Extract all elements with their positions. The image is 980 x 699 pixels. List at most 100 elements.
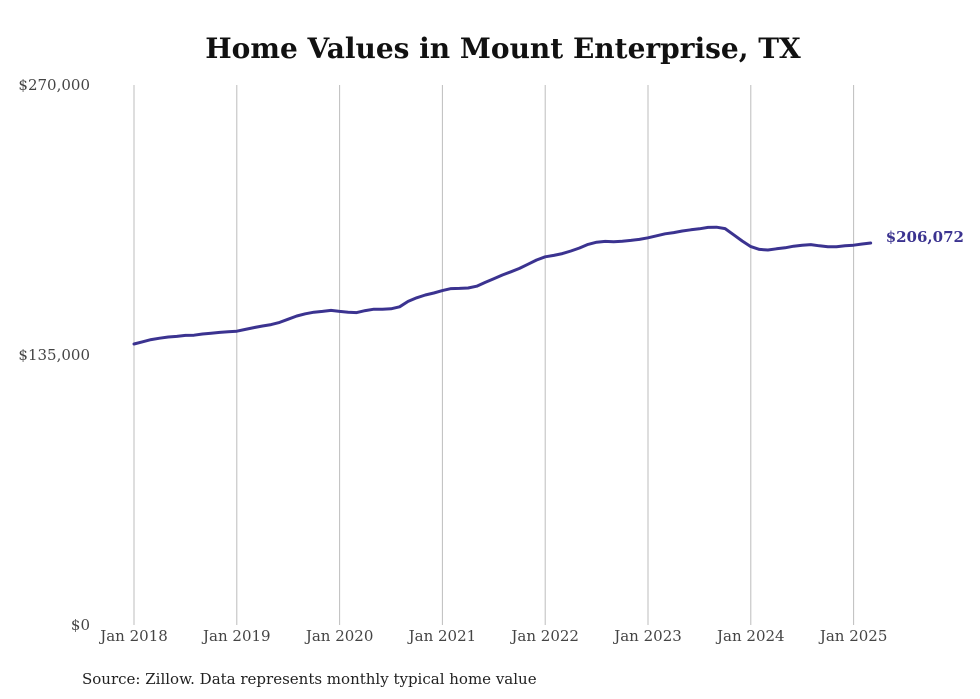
data-point [322, 310, 323, 312]
data-point [647, 237, 649, 239]
y-tick-label: $270,000 [18, 76, 90, 94]
data-point [784, 247, 786, 249]
data-point [133, 343, 135, 345]
y-tick-label: $135,000 [18, 346, 90, 364]
data-point [733, 234, 735, 236]
data-point [801, 244, 803, 246]
data-point [364, 310, 366, 312]
data-point [767, 249, 769, 251]
data-point [750, 246, 752, 248]
data-point [741, 240, 743, 242]
data-point [579, 247, 580, 249]
data-point [519, 267, 520, 269]
data-point [501, 274, 503, 276]
data-point [776, 248, 777, 250]
data-point [707, 226, 709, 228]
data-point [219, 331, 221, 333]
data-point [467, 287, 469, 289]
data-point [561, 253, 563, 255]
data-point [399, 306, 401, 308]
x-tick-label: Jan 2019 [201, 627, 271, 645]
gridlines [133, 85, 855, 625]
data-point [656, 235, 658, 237]
data-point [673, 232, 675, 234]
data-point [416, 297, 418, 299]
data-point [870, 242, 872, 244]
data-point [407, 300, 409, 302]
data-point [724, 228, 726, 230]
data-point [441, 290, 443, 292]
x-tick-label: Jan 2024 [715, 627, 785, 645]
data-point [381, 308, 383, 310]
data-point [810, 244, 812, 246]
data-point [356, 312, 358, 314]
data-point [604, 240, 606, 242]
source-note: Source: Zillow. Data represents monthly … [82, 670, 537, 688]
data-point [210, 332, 212, 334]
data-point [150, 339, 152, 341]
data-point [236, 330, 238, 332]
data-point [184, 334, 186, 336]
data-point [844, 245, 846, 247]
data-point [202, 333, 203, 335]
data-point [793, 245, 795, 247]
data-point [681, 230, 683, 232]
y-tick-label: $0 [71, 616, 90, 634]
data-point [596, 241, 598, 243]
data-point [347, 311, 349, 313]
data-point [313, 311, 315, 313]
x-tick-label: Jan 2022 [509, 627, 579, 645]
data-point [853, 244, 855, 246]
data-point [330, 309, 332, 311]
data-point [450, 288, 452, 290]
x-tick-label: Jan 2023 [612, 627, 682, 645]
series-line [132, 225, 873, 346]
data-point [459, 287, 460, 289]
data-point [827, 246, 829, 248]
data-point [570, 250, 572, 252]
data-point [193, 334, 195, 336]
data-point [167, 336, 169, 338]
data-point [510, 271, 512, 273]
x-tick-label: Jan 2021 [407, 627, 477, 645]
y-axis-ticks: $0 $135,000 $270,000 [18, 76, 90, 634]
end-value-label: $206,072 [886, 228, 964, 246]
data-point [373, 308, 375, 310]
data-point [287, 318, 289, 320]
data-point [527, 263, 529, 265]
data-point [433, 292, 435, 294]
data-point [304, 313, 306, 315]
data-point [476, 285, 478, 287]
x-tick-label: Jan 2025 [818, 627, 888, 645]
data-point [758, 248, 760, 250]
data-point [296, 315, 298, 317]
data-point [861, 243, 863, 245]
data-point [536, 259, 538, 261]
data-point [716, 226, 717, 228]
data-point [630, 239, 632, 241]
data-point [339, 310, 341, 312]
x-axis-ticks: Jan 2018 Jan 2019 Jan 2020 Jan 2021 Jan 2022… [98, 627, 887, 645]
data-point [424, 294, 426, 296]
data-point [613, 241, 615, 243]
data-point [690, 229, 692, 231]
data-point [698, 228, 700, 230]
data-point [484, 281, 486, 283]
data-point [836, 246, 837, 248]
data-point [553, 254, 555, 256]
data-point [227, 331, 229, 333]
series-layer [132, 225, 873, 346]
data-point [270, 324, 272, 326]
data-point [262, 325, 263, 327]
data-point [818, 245, 820, 247]
data-point [638, 238, 640, 240]
data-point [142, 341, 144, 343]
x-tick-label: Jan 2018 [98, 627, 168, 645]
data-point [390, 308, 392, 310]
data-point [279, 321, 281, 323]
x-tick-label: Jan 2020 [304, 627, 374, 645]
data-point [544, 256, 546, 258]
data-point [159, 337, 161, 339]
data-point [493, 278, 495, 280]
